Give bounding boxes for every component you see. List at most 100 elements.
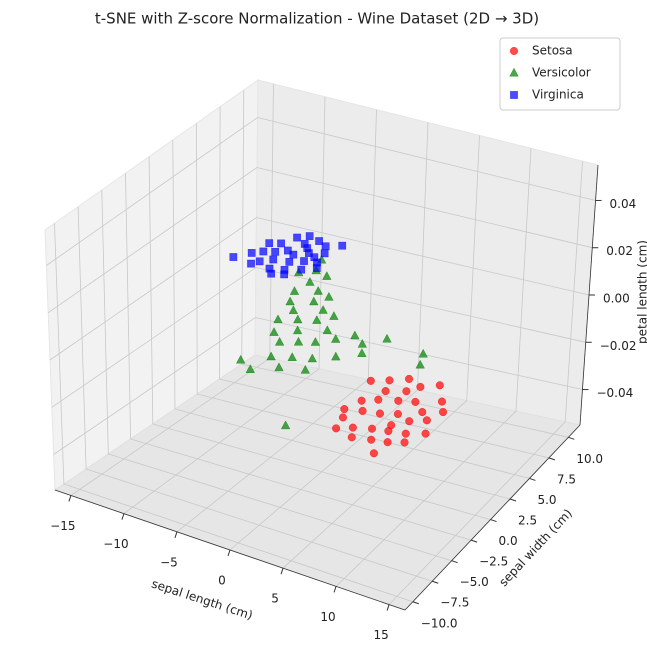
z-tick-label: −0.04 — [596, 386, 633, 400]
point — [271, 247, 280, 256]
point — [324, 291, 334, 301]
point — [318, 304, 328, 314]
point — [247, 249, 256, 257]
panes — [44, 79, 599, 611]
y-grid-line — [148, 156, 491, 520]
z-grid-line — [47, 167, 593, 314]
point — [310, 253, 319, 262]
y-grid-line — [54, 223, 413, 603]
point — [289, 286, 300, 295]
x-tick-mark — [280, 568, 284, 575]
point — [312, 264, 321, 272]
legend-marker — [510, 91, 518, 99]
point — [366, 376, 375, 385]
x-grid-line — [388, 161, 583, 605]
x-grid-line — [123, 96, 326, 514]
point — [350, 330, 360, 340]
point — [402, 387, 411, 396]
y-tick-mark — [490, 519, 497, 523]
point — [300, 364, 311, 374]
point — [320, 249, 329, 258]
point — [381, 387, 390, 396]
y-tick-label: 10.0 — [576, 452, 603, 466]
point — [247, 259, 255, 268]
legend-frame — [499, 37, 621, 111]
point — [313, 285, 323, 295]
point — [400, 438, 409, 447]
point — [315, 237, 323, 245]
legend-label: Virginica — [532, 88, 584, 102]
point — [245, 364, 256, 373]
point — [357, 338, 368, 348]
y-tick-mark — [470, 539, 478, 543]
x-grid-line — [335, 148, 532, 587]
y-grid-line — [196, 123, 530, 479]
point — [422, 416, 431, 425]
grid — [46, 83, 602, 611]
point — [421, 429, 430, 438]
point — [307, 353, 318, 363]
point — [322, 325, 333, 335]
marks — [229, 232, 448, 458]
x-tick-mark — [121, 513, 125, 520]
x-tick-label: 5 — [271, 592, 279, 606]
point — [416, 382, 425, 391]
point — [297, 265, 306, 274]
x-tick-label: −15 — [50, 519, 75, 533]
point — [415, 359, 425, 369]
point — [273, 314, 283, 324]
point — [401, 429, 410, 438]
y-tick-mark — [509, 498, 517, 502]
x-tick-label: −10 — [103, 537, 128, 551]
z-grid-line — [49, 217, 590, 361]
point — [229, 253, 238, 261]
point — [404, 374, 414, 383]
point — [369, 449, 378, 458]
z-tick-label: 0.02 — [606, 244, 633, 258]
point — [235, 354, 246, 364]
point — [340, 405, 349, 414]
point — [303, 244, 312, 252]
point — [332, 424, 341, 433]
y-grid-line — [218, 106, 549, 459]
y-tick-label: 5.0 — [537, 493, 556, 507]
point — [367, 435, 376, 444]
point — [329, 311, 339, 320]
point — [309, 296, 319, 306]
y-grid-line — [101, 189, 452, 562]
y-tick-label: 2.5 — [518, 514, 537, 528]
z-grid-line — [51, 267, 586, 408]
point — [259, 247, 268, 256]
x-axis-label: sepal length (cm) — [150, 577, 255, 623]
point — [300, 257, 308, 265]
point — [305, 276, 315, 286]
point — [394, 396, 403, 405]
y-tick-mark — [412, 601, 419, 605]
y-grid-line — [172, 139, 511, 500]
x-tick-mark — [68, 495, 72, 502]
x-tick-mark — [333, 586, 337, 593]
point — [411, 397, 420, 406]
point — [274, 336, 285, 346]
y-tick-mark — [451, 560, 458, 564]
z-tick-label: 0.00 — [603, 292, 630, 306]
point — [280, 270, 288, 279]
x-tick-label: 0 — [218, 574, 226, 588]
point — [418, 407, 427, 417]
point — [277, 239, 285, 248]
x-grid-line — [282, 135, 480, 569]
point — [312, 315, 322, 324]
legend-marker — [509, 67, 519, 77]
point — [280, 420, 291, 430]
legend-label: Setosa — [532, 44, 573, 58]
y-tick-label: −10.0 — [421, 616, 458, 630]
point — [383, 438, 392, 447]
y-tick-label: −5.0 — [460, 575, 489, 589]
point — [310, 336, 321, 346]
axis-line — [579, 164, 599, 426]
point — [292, 325, 303, 335]
point — [338, 413, 347, 422]
x-tick-label: 10 — [320, 610, 335, 624]
z-tick-label: 0.04 — [610, 197, 637, 211]
